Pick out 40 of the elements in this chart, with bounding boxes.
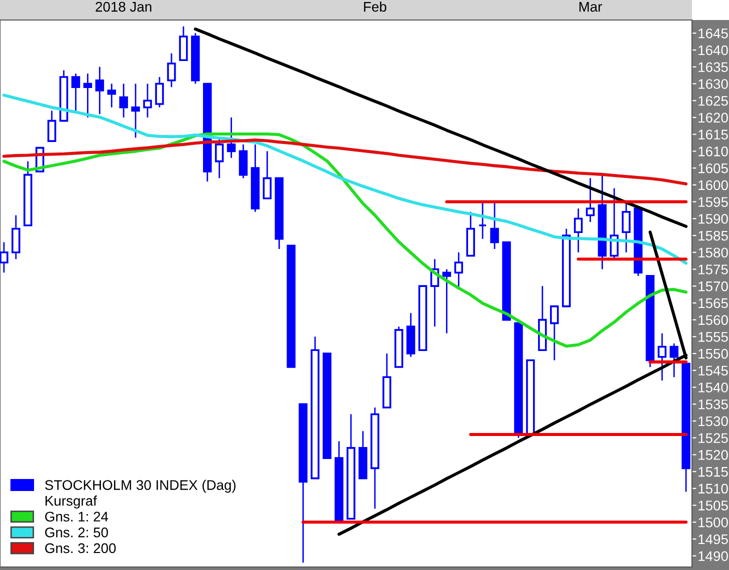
y-tick-label: 1615 (698, 130, 728, 140)
y-tick-label: 1515 (698, 467, 728, 477)
y-tick-label: 1595 (698, 197, 728, 207)
y-tick-label: 1505 (698, 500, 728, 510)
legend-label: Gns. 1: 24 (45, 512, 108, 522)
y-tick-label: 1590 (698, 214, 728, 224)
legend-label: Gns. 3: 200 (45, 543, 116, 554)
y-tick-label: 1530 (698, 416, 728, 426)
x-tick-label: Feb (364, 1, 386, 12)
y-tick-label: 1540 (698, 382, 728, 392)
y-tick-label: 1525 (698, 433, 728, 444)
y-tick-label: 1625 (698, 96, 728, 106)
y-tick-label: 1620 (698, 112, 728, 123)
y-tick-label: 1560 (698, 315, 728, 325)
legend-label: STOCKHOLM 30 INDEX (Dag) (45, 480, 236, 493)
y-tick-label: 1580 (698, 248, 728, 258)
y-tick-label: 1575 (698, 264, 728, 274)
y-tick-label: 1585 (698, 230, 728, 241)
y-tick-label: 1545 (698, 366, 728, 376)
y-tick-label: 1605 (698, 163, 728, 174)
x-tick-label: 2018 Jan (96, 2, 152, 12)
y-tick-label: 1635 (698, 62, 728, 72)
y-tick-label: 1640 (698, 45, 728, 56)
y-tick-label: 1500 (698, 517, 728, 528)
y-tick-label: 1555 (698, 332, 728, 342)
y-tick-label: 1520 (698, 450, 728, 460)
x-tick-label: Mar (579, 2, 602, 12)
y-tick-label: 1570 (698, 281, 728, 292)
y-tick-label: 1535 (698, 399, 728, 410)
y-tick-label: 1610 (698, 146, 728, 156)
y-tick-label: 1630 (698, 79, 728, 89)
y-tick-label: 1495 (698, 534, 728, 544)
legend-title: Kursgraf (46, 496, 97, 508)
y-tick-label: 1645 (698, 28, 728, 38)
y-tick-label: 1490 (698, 551, 728, 562)
y-tick-label: 1510 (698, 484, 728, 494)
legend-label: Gns. 2: 50 (45, 528, 108, 538)
y-tick-label: 1565 (698, 298, 728, 308)
y-tick-label: 1550 (698, 348, 728, 359)
y-tick-label: 1600 (698, 180, 728, 190)
